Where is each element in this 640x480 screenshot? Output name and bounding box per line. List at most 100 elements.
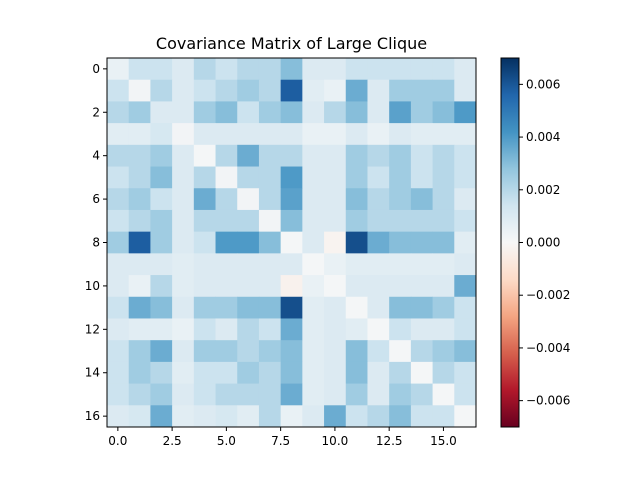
heatmap-cell [367, 296, 390, 319]
heatmap-cell [107, 253, 130, 276]
heatmap-cell [454, 101, 477, 124]
heatmap-cell [150, 405, 173, 428]
heatmap-cell [410, 275, 433, 298]
heatmap-cell [302, 383, 325, 406]
heatmap-cell [215, 383, 238, 406]
heatmap-cell [193, 340, 216, 363]
heatmap-cell [454, 144, 477, 167]
x-tick-label: 7.5 [271, 434, 290, 448]
heatmap-cell [280, 144, 303, 167]
heatmap-cell [302, 101, 325, 124]
heatmap-cell [172, 188, 195, 211]
heatmap-cell [410, 209, 433, 233]
heatmap-cell [193, 275, 216, 298]
heatmap-cell [237, 340, 260, 363]
x-tick-label: 5.0 [217, 434, 236, 448]
y-tick-label: 16 [85, 409, 100, 423]
heatmap-cell [410, 340, 433, 363]
heatmap-cell [237, 296, 260, 319]
y-tick-label: 6 [92, 192, 100, 206]
heatmap-cell [367, 361, 390, 384]
heatmap-cell [150, 79, 173, 102]
heatmap-cell [215, 101, 238, 124]
heatmap-cell [324, 340, 347, 363]
heatmap-cell [107, 318, 130, 341]
heatmap-cell [432, 383, 455, 406]
heatmap-cell [389, 383, 412, 406]
heatmap-cell [432, 296, 455, 319]
heatmap-cell [324, 188, 347, 211]
heatmap-cell [410, 166, 433, 189]
heatmap-cell [258, 144, 282, 167]
heatmap-cell [258, 58, 282, 81]
heatmap-cell [302, 79, 325, 102]
x-tick-label: 0.0 [108, 434, 127, 448]
heatmap-cell [410, 123, 433, 146]
colorbar-tick-label: −0.002 [526, 288, 570, 302]
heatmap-cell [128, 318, 151, 341]
heatmap-cell [302, 275, 325, 298]
heatmap-cell [107, 188, 130, 211]
heatmap-cell [280, 318, 303, 341]
heatmap-cell [128, 123, 151, 146]
heatmap-cell [367, 340, 390, 363]
heatmap-cell [432, 58, 455, 81]
heatmap-cell [389, 296, 412, 319]
colorbar [500, 57, 520, 428]
heatmap-cell [302, 361, 325, 384]
heatmap-cell [345, 340, 368, 363]
heatmap-cell [215, 231, 238, 254]
heatmap-cell [107, 58, 130, 81]
heatmap-cell [454, 209, 477, 233]
heatmap-cell [410, 231, 433, 254]
heatmap-cell [432, 405, 455, 428]
heatmap-cell [172, 144, 195, 167]
heatmap-cell [215, 209, 238, 233]
heatmap-cell [237, 361, 260, 384]
heatmap-cell [258, 123, 282, 146]
heatmap-cell [150, 253, 173, 276]
heatmap-cell [107, 275, 130, 298]
heatmap-cell [345, 101, 368, 124]
heatmap-cell [150, 166, 173, 189]
heatmap-cell [367, 101, 390, 124]
heatmap-cell [280, 123, 303, 146]
heatmap-cell [193, 209, 216, 233]
heatmap-cell [302, 188, 325, 211]
heatmap-cell [389, 361, 412, 384]
heatmap-cell [128, 383, 151, 406]
heatmap-cell [410, 253, 433, 276]
heatmap-cell [432, 231, 455, 254]
heatmap-cell [258, 340, 282, 363]
heatmap-cell [150, 296, 173, 319]
heatmap-cell [150, 318, 173, 341]
heatmap-cell [237, 275, 260, 298]
heatmap-cell [410, 188, 433, 211]
heatmap-cell [454, 361, 477, 384]
heatmap-cell [237, 383, 260, 406]
heatmap-cell [454, 58, 477, 81]
heatmap-cell [302, 123, 325, 146]
heatmap-cell [389, 231, 412, 254]
x-tick-label: 10.0 [322, 434, 349, 448]
heatmap-cell [150, 340, 173, 363]
heatmap-cells [107, 58, 477, 428]
heatmap-cell [193, 123, 216, 146]
heatmap-cell [193, 101, 216, 124]
heatmap-cell [172, 383, 195, 406]
heatmap-cell [215, 296, 238, 319]
heatmap-cell [150, 123, 173, 146]
heatmap-cell [367, 231, 390, 254]
heatmap-cell [237, 101, 260, 124]
y-axis: 0 2 4 6 8 10 12 14 16 [85, 62, 107, 423]
heatmap-cell [280, 188, 303, 211]
heatmap-cell [324, 58, 347, 81]
heatmap-cell [389, 318, 412, 341]
heatmap-cell [258, 275, 282, 298]
heatmap-cell [454, 253, 477, 276]
heatmap-cell [410, 101, 433, 124]
heatmap-cell [345, 296, 368, 319]
heatmap-cell [367, 318, 390, 341]
heatmap-cell [258, 209, 282, 233]
